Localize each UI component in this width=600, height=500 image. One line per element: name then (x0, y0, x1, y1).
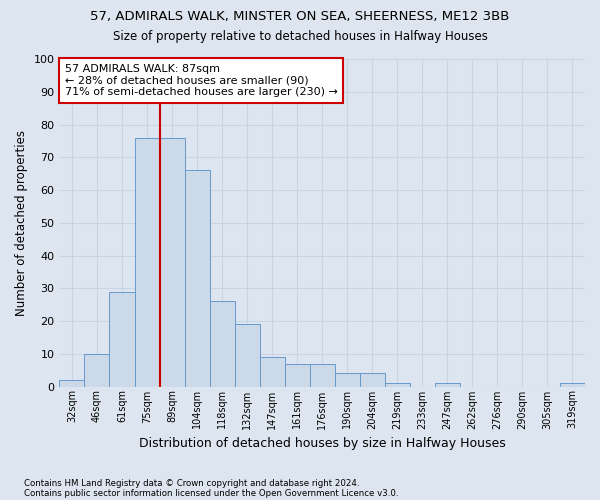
Bar (284, 364, 310, 386)
Bar (109, 292, 134, 386)
Bar (235, 324, 260, 386)
Text: 57 ADMIRALS WALK: 87sqm
← 28% of detached houses are smaller (90)
71% of semi-de: 57 ADMIRALS WALK: 87sqm ← 28% of detache… (65, 64, 338, 97)
Bar (335, 374, 360, 386)
Bar (560, 383, 585, 386)
Bar (260, 357, 284, 386)
Bar (185, 170, 209, 386)
X-axis label: Distribution of detached houses by size in Halfway Houses: Distribution of detached houses by size … (139, 437, 506, 450)
Text: Contains HM Land Registry data © Crown copyright and database right 2024.: Contains HM Land Registry data © Crown c… (24, 478, 359, 488)
Bar (310, 364, 335, 386)
Text: 57, ADMIRALS WALK, MINSTER ON SEA, SHEERNESS, ME12 3BB: 57, ADMIRALS WALK, MINSTER ON SEA, SHEER… (91, 10, 509, 23)
Bar (160, 138, 185, 386)
Bar (435, 383, 460, 386)
Bar (385, 383, 410, 386)
Bar (360, 374, 385, 386)
Bar (59, 380, 85, 386)
Bar (209, 302, 235, 386)
Text: Size of property relative to detached houses in Halfway Houses: Size of property relative to detached ho… (113, 30, 487, 43)
Bar (85, 354, 109, 386)
Y-axis label: Number of detached properties: Number of detached properties (15, 130, 28, 316)
Text: Contains public sector information licensed under the Open Government Licence v3: Contains public sector information licen… (24, 488, 398, 498)
Bar (134, 138, 160, 386)
